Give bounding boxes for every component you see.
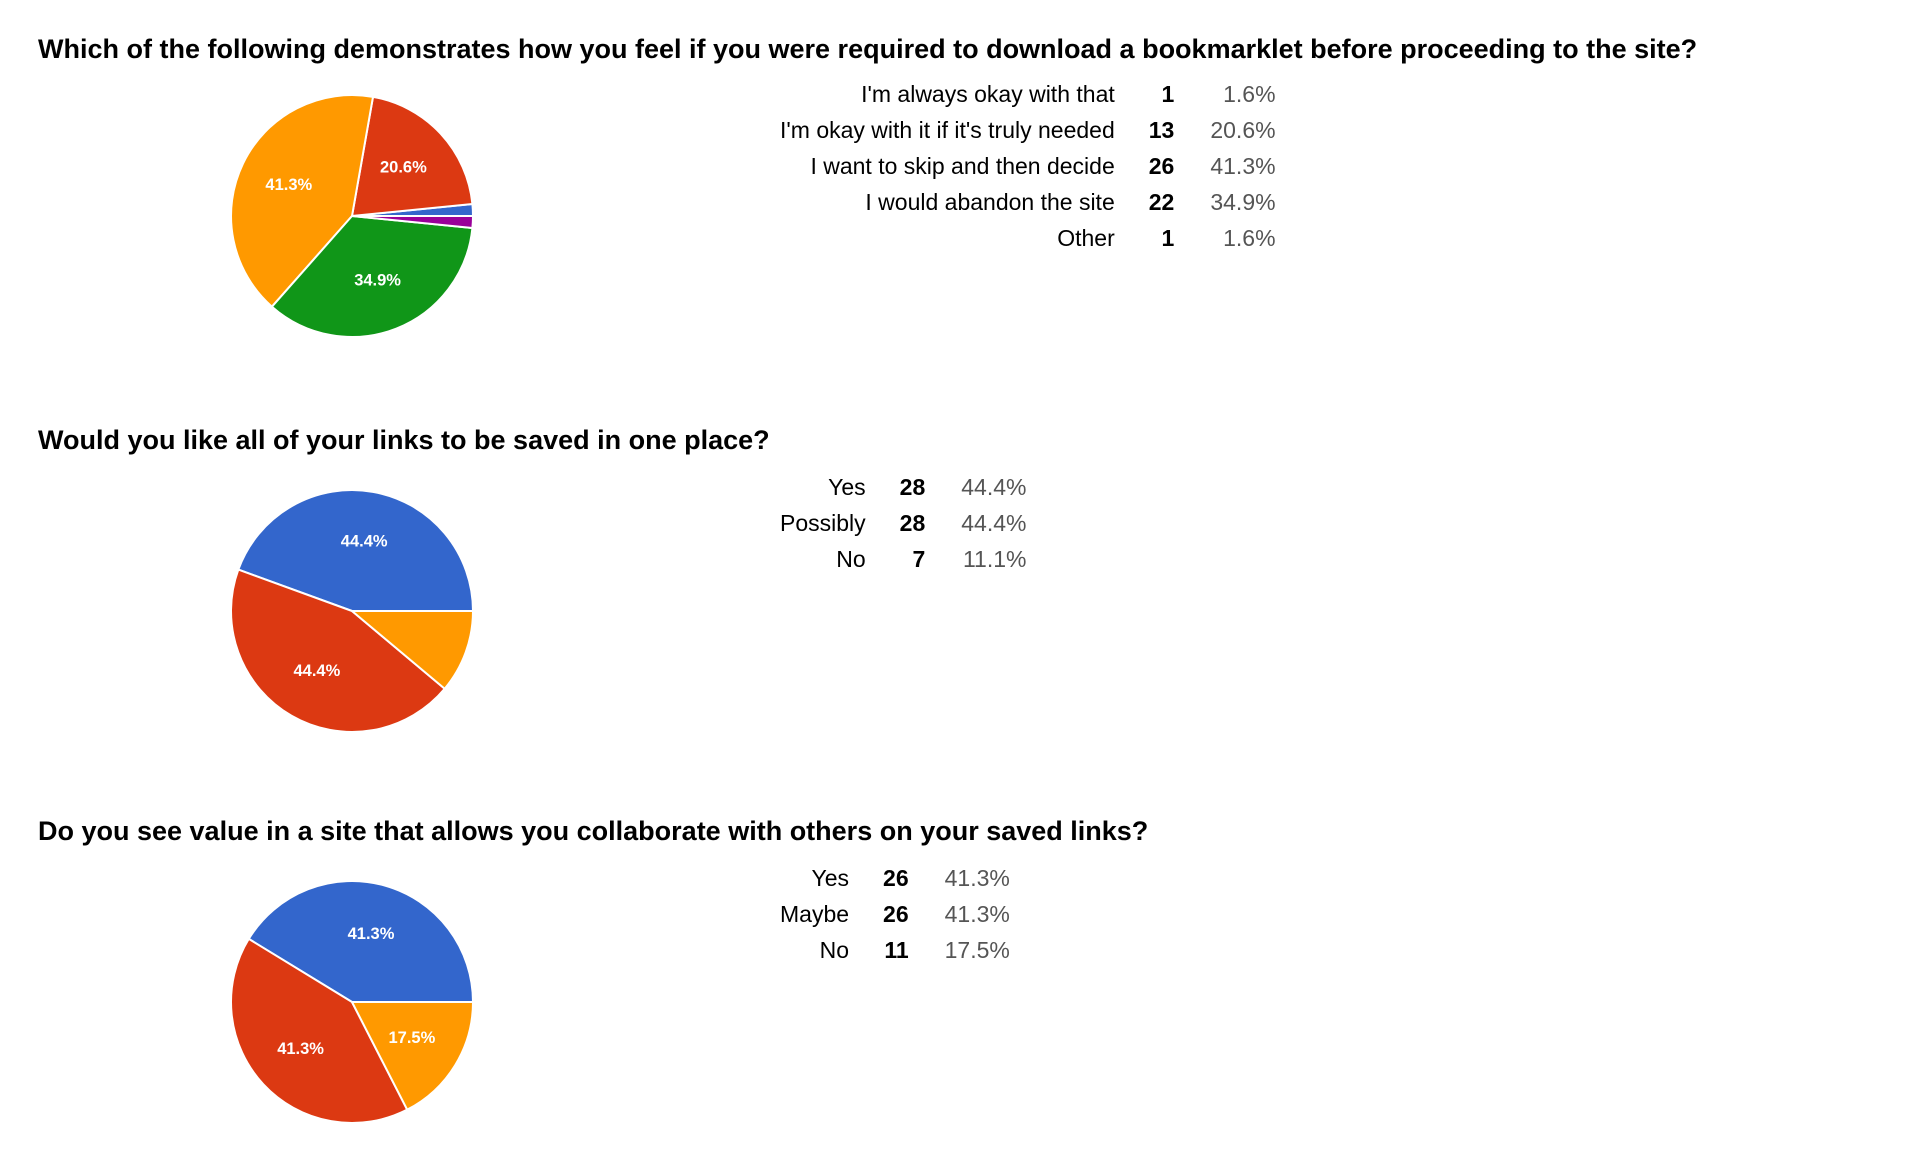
response-label: No	[819, 937, 850, 963]
pie-slice-label: 41.3%	[277, 1040, 324, 1058]
question-2-title: Would you like all of your links to be s…	[38, 425, 770, 455]
pie-slice-label: 44.4%	[341, 532, 388, 550]
response-row: No 7 11.1%	[780, 541, 1026, 577]
response-count: 7	[912, 546, 926, 572]
response-percent: 41.3%	[944, 865, 1010, 891]
response-row: Other 1 1.6%	[780, 220, 1276, 256]
response-row: Yes 26 41.3%	[780, 860, 1010, 896]
question-3-title: Do you see value in a site that allows y…	[38, 816, 1149, 846]
pie-chart-2: 44.4% 44.4%	[230, 489, 474, 733]
pie-chart-3: 41.3% 41.3% 17.5%	[230, 880, 474, 1124]
response-row: I would abandon the site 22 34.9%	[780, 184, 1276, 220]
question-1-title: Which of the following demonstrates how …	[38, 34, 1698, 64]
response-percent: 11.1%	[962, 546, 1027, 572]
response-percent: 44.4%	[961, 510, 1027, 536]
pie-slice	[270, 215, 474, 338]
response-percent: 41.3%	[944, 901, 1010, 927]
response-row: I'm always okay with that 1 1.6%	[780, 76, 1276, 112]
response-row: Possibly 28 44.4%	[780, 505, 1026, 541]
response-label: Possibly	[780, 510, 866, 536]
response-count: 26	[1148, 153, 1175, 179]
response-percent: 44.4%	[961, 474, 1027, 500]
response-label: I want to skip and then decide	[810, 153, 1115, 179]
response-row: I'm okay with it if it's truly needed 13 2…	[780, 112, 1276, 148]
response-table-3: Yes 26 41.3% Maybe 26 41.3% No 11 17.5%	[780, 860, 1010, 968]
response-label: Other	[1057, 225, 1115, 251]
response-percent: 20.6%	[1210, 117, 1276, 143]
response-label: Maybe	[780, 901, 850, 927]
response-percent: 1.6%	[1223, 225, 1276, 251]
pie-slice-label: 20.6%	[380, 159, 427, 177]
response-count: 1	[1161, 81, 1175, 107]
pie-slice	[237, 489, 474, 612]
response-label: Yes	[828, 474, 866, 500]
response-table-1: I'm always okay with that 1 1.6% I'm okay w…	[780, 76, 1276, 256]
pie-slice	[247, 880, 474, 1003]
response-label: No	[836, 546, 866, 572]
response-count: 22	[1148, 189, 1175, 215]
response-count: 11	[884, 937, 909, 963]
response-count: 26	[883, 865, 909, 891]
pie-slice-label: 34.9%	[354, 272, 401, 290]
response-row: Maybe 26 41.3%	[780, 896, 1010, 932]
response-count: 28	[899, 474, 926, 500]
pie-slice	[230, 94, 375, 308]
response-count: 1	[1161, 225, 1175, 251]
response-label: I would abandon the site	[865, 189, 1115, 215]
pie-slice-label: 17.5%	[389, 1029, 436, 1047]
pie-slice	[230, 568, 446, 733]
pie-slice-label: 41.3%	[265, 176, 312, 194]
pie-slice-label: 44.4%	[294, 662, 341, 680]
response-label: I'm always okay with that	[861, 81, 1115, 107]
pie-slice	[351, 1001, 474, 1111]
pie-slice-label: 41.3%	[348, 925, 395, 943]
pie-slice	[351, 215, 475, 230]
response-label: I'm okay with it if it's truly needed	[780, 117, 1115, 143]
response-percent: 41.3%	[1210, 153, 1276, 179]
response-label: Yes	[811, 865, 850, 891]
response-row: No 11 17.5%	[780, 932, 1010, 968]
response-table-2: Yes 28 44.4% Possibly 28 44.4% No 7 11.1%	[780, 469, 1026, 577]
pie-slice	[230, 937, 409, 1124]
response-percent: 17.5%	[944, 937, 1010, 963]
response-count: 26	[883, 901, 909, 927]
response-row: Yes 28 44.4%	[780, 469, 1026, 505]
response-count: 13	[1148, 117, 1175, 143]
response-count: 28	[899, 510, 926, 536]
response-percent: 1.6%	[1223, 81, 1276, 107]
pie-chart-1: 20.6% 41.3% 34.9%	[230, 94, 475, 338]
pie-slice	[351, 95, 474, 217]
response-row: I want to skip and then decide 26 41.3%	[780, 148, 1276, 184]
pie-slice	[351, 610, 474, 690]
response-percent: 34.9%	[1210, 189, 1276, 215]
